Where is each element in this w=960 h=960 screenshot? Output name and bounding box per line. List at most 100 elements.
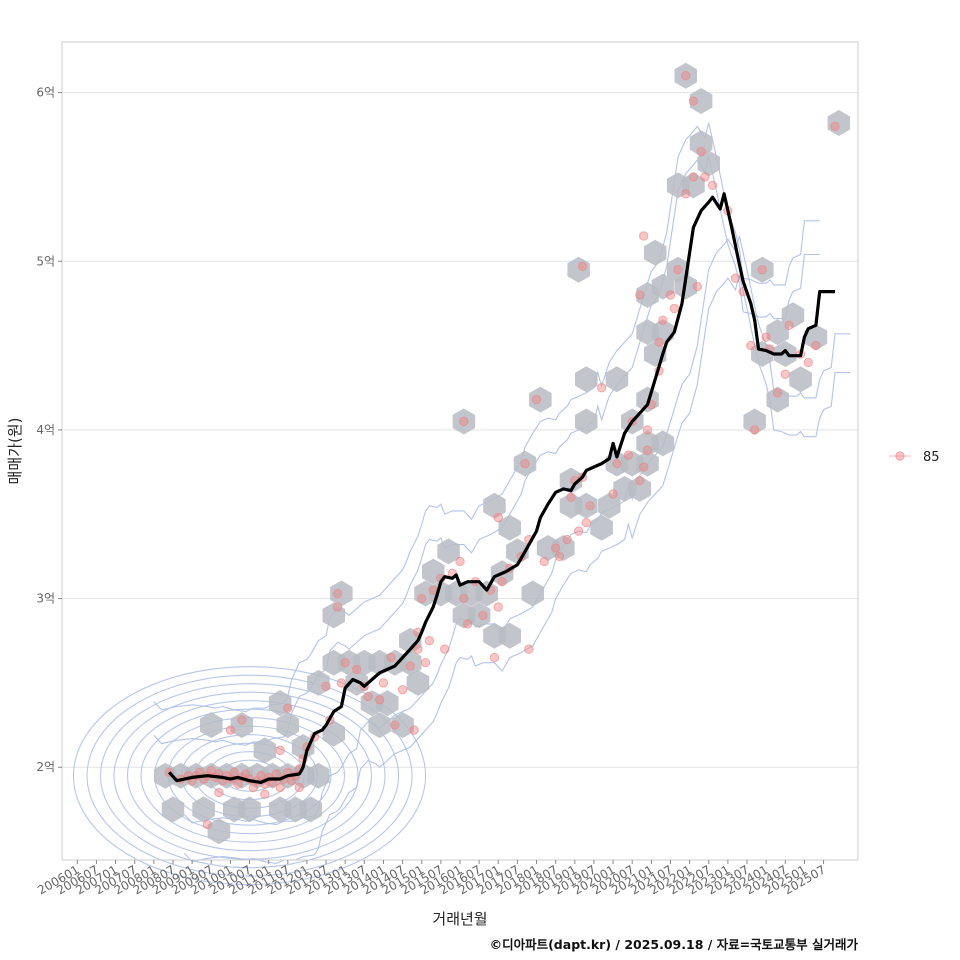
data-point <box>531 394 542 405</box>
hexbin <box>575 366 598 393</box>
hexbin <box>406 669 430 696</box>
hexbin <box>207 818 231 845</box>
data-point <box>688 96 699 106</box>
data-point <box>493 602 503 612</box>
data-point <box>623 450 634 460</box>
density-contour <box>126 700 373 852</box>
data-point <box>761 332 771 342</box>
data-point <box>608 489 618 499</box>
legend[interactable]: 85 <box>889 450 940 465</box>
data-point <box>420 657 431 668</box>
hexbin <box>192 796 215 823</box>
hexbin <box>643 239 667 266</box>
density-contour <box>86 674 413 877</box>
hexbin <box>437 538 460 565</box>
data-point <box>550 543 561 553</box>
x-axis-title: 거래년월 <box>432 910 487 928</box>
data-point <box>635 475 645 486</box>
hexbin <box>376 690 399 717</box>
data-point <box>283 703 293 713</box>
data-point <box>462 619 473 629</box>
data-point <box>202 819 213 830</box>
density-contour <box>184 274 851 864</box>
moving-average-line <box>168 192 835 784</box>
scatter-points <box>164 71 840 830</box>
hexbin <box>238 796 261 823</box>
data-point <box>577 261 588 272</box>
data-point <box>524 644 534 654</box>
hexbin <box>391 712 414 739</box>
density-contour <box>184 235 851 826</box>
data-point <box>658 315 668 325</box>
data-point <box>696 146 706 157</box>
data-point <box>256 770 266 781</box>
data-point <box>749 425 760 435</box>
hexbin <box>276 712 299 739</box>
data-point <box>585 501 595 511</box>
legend-key-point <box>895 451 905 461</box>
data-point <box>669 303 680 314</box>
data-point <box>374 695 385 705</box>
data-point <box>596 383 607 393</box>
data-point <box>811 340 821 351</box>
data-point <box>692 281 702 292</box>
data-point <box>707 180 718 191</box>
data-point <box>340 657 350 668</box>
data-point <box>260 789 270 799</box>
data-point <box>642 425 653 435</box>
data-point <box>730 273 741 283</box>
y-tick-label: 2억 <box>36 760 55 774</box>
data-point <box>830 121 840 132</box>
data-point <box>397 684 408 695</box>
hexbin <box>743 408 766 435</box>
data-point <box>409 725 419 735</box>
hexbin <box>804 324 828 351</box>
data-point <box>237 715 247 725</box>
y-tick-label: 3억 <box>36 592 55 606</box>
data-point <box>539 556 549 567</box>
hexbin <box>307 762 330 789</box>
hexbin <box>651 273 675 300</box>
hexbin <box>697 150 720 177</box>
data-point <box>275 745 285 756</box>
hexbin <box>422 558 445 585</box>
source-caption: ©디아파트(dapt.kr) / 2025.09.18 / 자료=국토교통부 실… <box>489 937 858 952</box>
y-tick-label: 5억 <box>36 254 55 268</box>
data-point <box>459 416 469 427</box>
data-point <box>612 458 622 469</box>
x-axis-ticks: 2006012006072007012007072008012008072009… <box>35 860 828 898</box>
data-point <box>294 782 304 793</box>
hexbin <box>307 669 330 696</box>
hexbin <box>674 62 697 89</box>
hexbin <box>766 319 789 346</box>
hexbin <box>521 580 544 607</box>
hexbin <box>598 492 621 519</box>
data-point <box>439 644 450 654</box>
data-point <box>780 369 790 379</box>
data-point <box>497 577 507 587</box>
density-contour <box>72 666 427 886</box>
hexbin <box>498 514 521 541</box>
hexbin <box>161 796 185 823</box>
data-point <box>321 681 331 691</box>
hexbin <box>774 341 797 367</box>
hexbin <box>567 256 590 283</box>
data-point <box>673 264 683 275</box>
hexbin <box>368 712 391 739</box>
moving-average-path <box>168 192 835 784</box>
data-point <box>803 357 813 368</box>
hexbin <box>636 450 659 477</box>
data-point <box>493 512 503 523</box>
hexbin <box>682 172 705 199</box>
data-point <box>700 172 710 182</box>
hexbin <box>651 430 675 457</box>
hexbin <box>628 475 652 502</box>
hexbin <box>689 130 713 157</box>
data-point <box>562 534 572 545</box>
data-point <box>336 678 347 688</box>
hexbin <box>253 737 277 764</box>
data-point <box>271 769 282 779</box>
data-point <box>635 290 645 300</box>
hexbin <box>475 580 498 607</box>
